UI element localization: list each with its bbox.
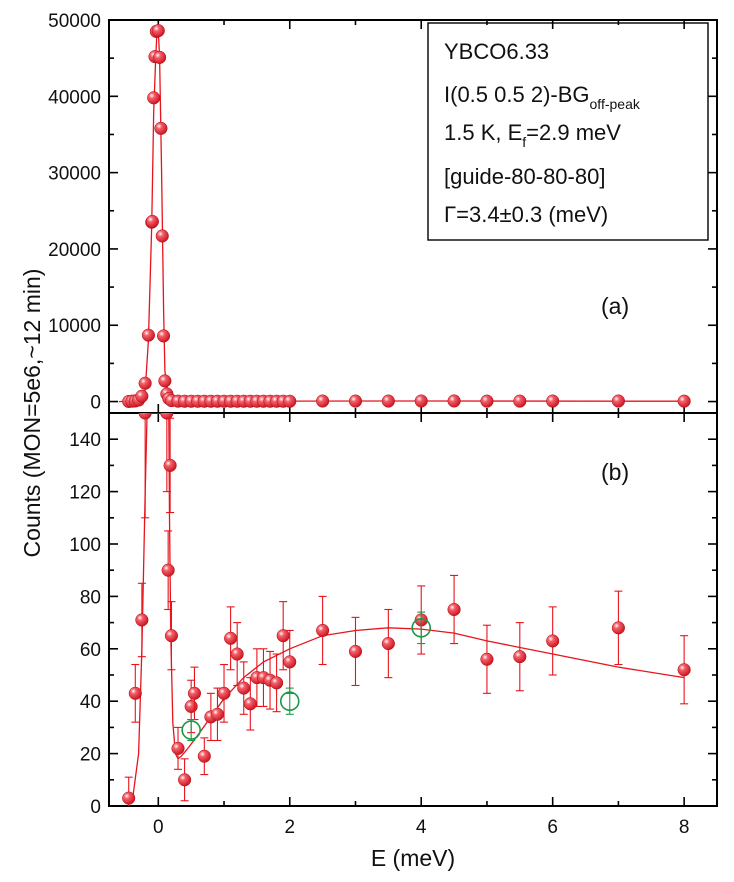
data-point [224, 631, 238, 645]
panel-b-frame [108, 412, 718, 807]
info-box: YBCO6.33 I(0.5 0.5 2)-BGoff-peak 1.5 K, … [427, 22, 709, 241]
y-tick-label-b-100: 100 [69, 535, 101, 556]
data-point [178, 773, 192, 787]
panel-a-label: (a) [601, 293, 629, 319]
info-line-intensity: I(0.5 0.5 2)-BGoff-peak [444, 82, 641, 112]
data-point [163, 458, 177, 472]
data-point [447, 602, 461, 617]
y-axis-title: Counts (MON=5e6,~12 min) [19, 269, 45, 558]
y-tick-label-b-0: 0 [90, 797, 101, 818]
y-tick-label-a-20000: 20000 [48, 240, 101, 261]
series-b-0 [122, 413, 691, 806]
data-point [480, 394, 494, 408]
data-point [611, 394, 625, 408]
data-point [154, 121, 168, 135]
data-point-open [181, 720, 201, 740]
data-point [348, 394, 363, 408]
y-tick-label-b-120: 120 [69, 483, 101, 504]
data-point [546, 394, 560, 408]
data-point [155, 229, 169, 243]
data-point [677, 663, 691, 677]
data-point [480, 652, 494, 666]
data-point [161, 563, 175, 577]
data-point-open [279, 691, 300, 712]
data-point [138, 413, 152, 420]
info-line-conditions-pre: 1.5 K, E [444, 120, 522, 145]
data-point [187, 686, 201, 700]
data-point [171, 741, 185, 755]
y-tick-label-a-10000: 10000 [48, 316, 101, 337]
data-point [217, 686, 231, 700]
y-tick-label-b-60: 60 [80, 640, 101, 661]
info-line-conditions-sub: f [522, 134, 526, 150]
data-point [546, 634, 560, 648]
panel-b-label: (b) [601, 459, 629, 485]
data-point [283, 394, 297, 408]
data-point [243, 697, 257, 711]
y-tick-label-a-30000: 30000 [48, 164, 101, 185]
x-tick-label-2: 2 [284, 817, 295, 838]
data-point [122, 791, 136, 805]
info-line-gamma: Γ=3.4±0.3 (meV) [444, 202, 608, 227]
data-point [230, 647, 244, 661]
x-tick-label-4: 4 [416, 817, 427, 838]
data-point [184, 699, 198, 713]
info-line-collimation: [guide-80-80-80] [444, 164, 605, 189]
data-point [611, 621, 625, 635]
data-point [414, 394, 428, 408]
data-point [316, 394, 330, 408]
data-point [153, 50, 167, 64]
data-point [147, 91, 161, 105]
series-a-0 [122, 24, 691, 409]
data-point [270, 676, 284, 690]
data-point [677, 394, 691, 408]
data-point [316, 623, 330, 638]
data-point [135, 389, 149, 403]
y-tick-label-a-0: 0 [90, 393, 101, 414]
data-point [447, 394, 461, 408]
data-point [513, 394, 527, 408]
info-line-intensity-sub: off-peak [590, 96, 641, 112]
data-point [513, 650, 527, 664]
y-tick-label-b-20: 20 [80, 745, 101, 766]
data-point [160, 413, 174, 420]
data-point [197, 749, 211, 763]
y-tick-label-b-40: 40 [80, 692, 101, 713]
info-box-frame [427, 22, 709, 241]
info-line-sample: YBCO6.33 [444, 39, 549, 64]
x-tick-label-6: 6 [547, 817, 558, 838]
data-point [210, 707, 225, 721]
data-point [145, 214, 159, 229]
x-tick-label-8: 8 [679, 817, 690, 838]
data-point [237, 681, 251, 695]
y-tick-label-b-80: 80 [80, 587, 101, 608]
data-point [158, 374, 172, 388]
data-point [157, 329, 171, 343]
y-tick-label-a-50000: 50000 [48, 11, 101, 32]
info-line-conditions: 1.5 K, Ef=2.9 meV [444, 120, 621, 150]
data-point [381, 637, 395, 651]
data-point-open [411, 618, 432, 638]
y-tick-label-b-140: 140 [69, 430, 101, 451]
data-point [276, 629, 290, 643]
data-point [138, 376, 152, 390]
data-point [164, 629, 178, 643]
data-point [128, 686, 142, 700]
y-tick-label-a-40000: 40000 [48, 87, 101, 108]
series-b-1 [181, 611, 432, 742]
data-point [151, 24, 165, 38]
data-point [135, 613, 149, 627]
data-point [381, 394, 395, 408]
x-axis-title: E (meV) [371, 845, 455, 871]
data-point [141, 328, 155, 342]
x-tick-label-0: 0 [153, 817, 164, 838]
data-point [348, 644, 363, 658]
info-line-conditions-post: =2.9 meV [526, 120, 621, 145]
points-layer [122, 24, 691, 806]
data-point [283, 655, 297, 669]
info-line-intensity-main: I(0.5 0.5 2)-BG [444, 82, 590, 107]
